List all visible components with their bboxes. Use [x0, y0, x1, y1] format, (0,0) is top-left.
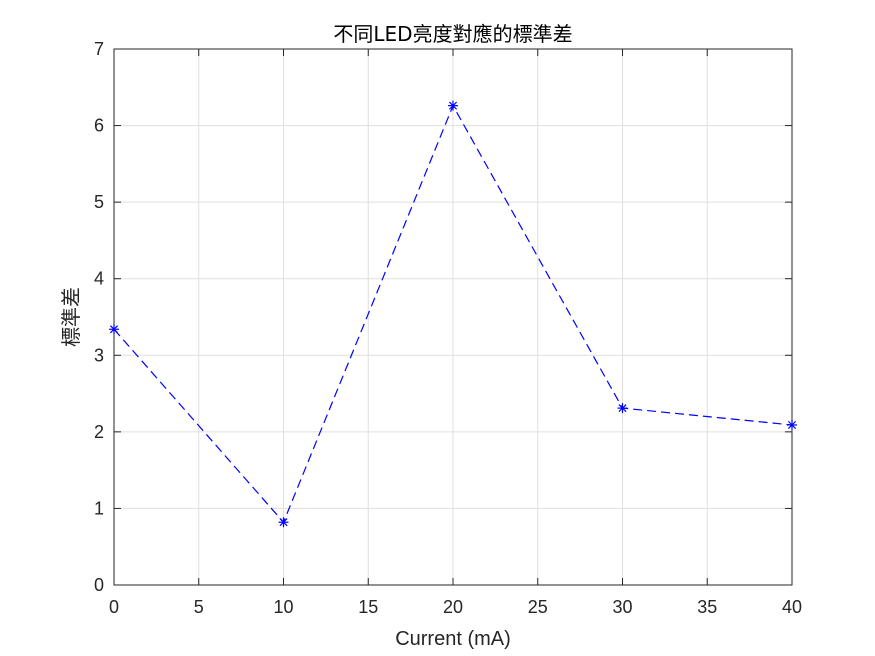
x-axis-label: Current (mA)	[395, 628, 511, 650]
x-tick-label: 20	[443, 597, 463, 617]
y-tick-label: 6	[94, 116, 104, 136]
x-tick-label: 30	[612, 597, 632, 617]
grid	[114, 49, 792, 585]
axis-ticks: 0 5 10 15 20 25 30 35 40 0 1 2 3 4 5 6 7	[94, 39, 802, 617]
y-tick-label: 7	[94, 39, 104, 59]
chart-title: 不同LED亮度對應的標準差	[333, 22, 572, 46]
data-point-marker	[787, 419, 797, 430]
x-tick-label: 15	[358, 597, 378, 617]
x-tick-label: 40	[782, 597, 802, 617]
x-tick-label: 0	[109, 597, 119, 617]
data-point-marker	[278, 517, 289, 528]
x-tick-label: 25	[528, 597, 548, 617]
y-tick-label: 3	[94, 345, 104, 365]
y-tick-label: 4	[94, 269, 104, 289]
y-axis-label: 標準差	[59, 287, 83, 347]
data-point-marker	[448, 100, 458, 111]
y-tick-label: 0	[94, 575, 104, 595]
y-tick-label: 1	[94, 498, 104, 518]
x-tick-label: 35	[697, 597, 717, 617]
data-point-marker	[109, 324, 119, 335]
y-tick-label: 5	[94, 192, 104, 212]
y-tick-label: 2	[94, 422, 104, 442]
x-tick-label: 5	[194, 597, 204, 617]
data-point-marker	[617, 403, 628, 414]
data-series	[109, 100, 797, 528]
x-tick-label: 10	[273, 597, 293, 617]
